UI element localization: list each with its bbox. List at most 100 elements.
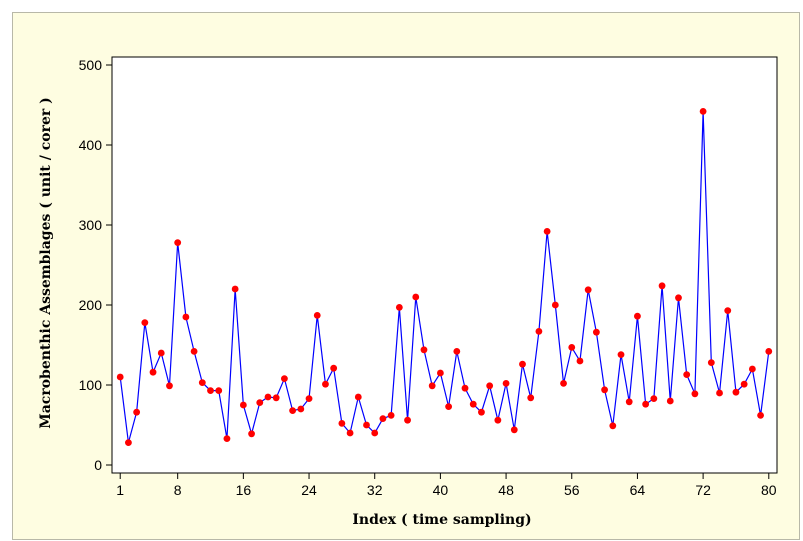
data-points (116, 108, 773, 446)
data-point (174, 239, 182, 247)
x-tick-label: 48 (498, 482, 514, 498)
data-point (412, 293, 420, 301)
data-point (157, 349, 165, 357)
data-point (231, 285, 239, 293)
data-point (757, 412, 764, 419)
data-point (420, 346, 428, 354)
data-point (691, 390, 699, 398)
data-point (313, 312, 321, 319)
data-point (617, 351, 625, 358)
y-tick-label: 400 (79, 137, 103, 153)
plot-area (111, 56, 778, 474)
data-point (215, 387, 223, 394)
data-point (125, 439, 132, 446)
data-point (732, 388, 740, 396)
data-point (765, 348, 773, 355)
x-tick-label: 56 (564, 482, 580, 498)
data-point (305, 395, 313, 402)
data-point (461, 384, 469, 392)
y-tick-label: 0 (94, 457, 102, 473)
x-tick-label: 8 (174, 482, 182, 498)
data-point (239, 401, 247, 409)
data-point (166, 382, 173, 390)
data-point (371, 429, 379, 437)
data-point (133, 408, 141, 416)
data-point (527, 394, 535, 402)
data-point (256, 399, 264, 406)
data-point (748, 365, 756, 373)
data-point (716, 389, 723, 397)
data-point (272, 394, 280, 402)
data-point (519, 360, 526, 368)
data-point (699, 108, 707, 115)
data-point (338, 420, 346, 427)
x-tick-label: 64 (630, 482, 646, 498)
data-point (395, 304, 403, 311)
data-point (445, 403, 453, 410)
data-point (207, 387, 214, 394)
data-point (478, 408, 485, 416)
data-point (551, 301, 559, 309)
y-axis: 0 100 200 300 400 500 (79, 57, 112, 473)
data-point (149, 368, 157, 376)
data-point (223, 435, 231, 442)
data-point (469, 400, 477, 408)
x-tick-label: 16 (236, 482, 252, 498)
data-point (707, 359, 715, 366)
data-point (650, 395, 658, 402)
data-point (543, 228, 551, 235)
data-point (346, 429, 354, 437)
series-line (119, 111, 770, 443)
x-tick-label: 80 (761, 482, 777, 498)
data-point (592, 328, 600, 336)
data-point (363, 421, 370, 429)
data-point (264, 393, 272, 401)
data-point (289, 407, 297, 414)
data-point (182, 313, 190, 321)
data-point (535, 328, 543, 335)
y-tick-label: 500 (79, 57, 103, 73)
data-point (658, 282, 666, 290)
y-tick-label: 100 (79, 377, 103, 393)
data-point (666, 397, 674, 405)
data-point (502, 380, 510, 387)
data-point (198, 379, 206, 386)
data-point (740, 380, 748, 388)
data-point (453, 348, 461, 355)
data-point (404, 416, 411, 424)
data-point (428, 382, 436, 390)
data-point (486, 382, 494, 390)
x-tick-label: 1 (116, 482, 124, 498)
data-point (724, 307, 732, 314)
x-axis-title: Index ( time sampling) (352, 512, 531, 528)
data-point (190, 348, 198, 355)
data-point (576, 357, 584, 365)
data-point (642, 400, 650, 408)
data-point (330, 364, 338, 372)
data-point (601, 386, 608, 394)
data-point (625, 398, 633, 406)
data-point (584, 286, 592, 294)
data-point (297, 405, 305, 413)
data-point (675, 294, 682, 302)
y-tick-label: 300 (79, 217, 103, 233)
data-point (379, 415, 387, 422)
data-point (494, 416, 502, 424)
data-point (248, 430, 255, 438)
data-point (634, 312, 641, 320)
data-point (354, 393, 362, 401)
data-point (281, 375, 288, 382)
data-point (116, 373, 124, 381)
x-tick-label: 32 (367, 482, 383, 498)
data-point (387, 412, 395, 419)
y-axis-title: Macrobenthic Assemblages ( unit / corer … (38, 97, 54, 429)
x-tick-label: 24 (301, 482, 317, 498)
data-point (141, 319, 149, 326)
data-point (322, 380, 329, 388)
data-point (683, 371, 691, 378)
x-tick-label: 40 (433, 482, 449, 498)
data-point (510, 426, 518, 434)
x-axis: 1 8 16 24 32 40 48 56 64 72 80 (116, 473, 777, 498)
data-point (436, 369, 444, 377)
